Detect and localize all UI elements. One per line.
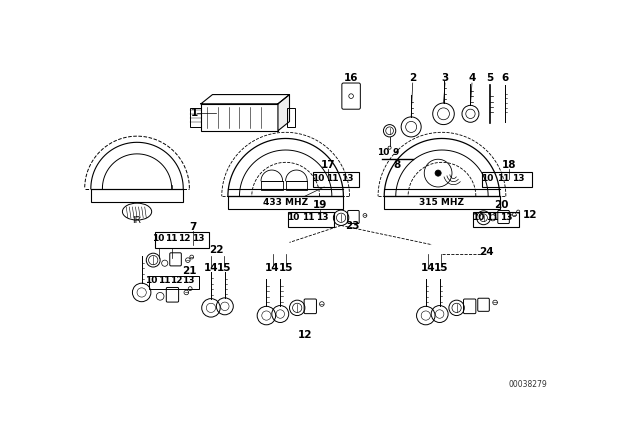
Text: 18: 18 <box>502 160 516 170</box>
Bar <box>287 108 295 127</box>
Bar <box>288 211 334 227</box>
Text: 11: 11 <box>157 276 170 285</box>
Text: 10: 10 <box>152 234 164 243</box>
Bar <box>261 181 283 190</box>
Text: 10: 10 <box>472 213 484 222</box>
Text: 5: 5 <box>486 73 493 83</box>
Text: 15: 15 <box>217 263 231 273</box>
Text: 13: 13 <box>316 213 329 222</box>
Text: 10: 10 <box>145 276 158 285</box>
Text: 22: 22 <box>209 245 223 255</box>
Text: 315 MHZ: 315 MHZ <box>419 198 465 207</box>
Bar <box>228 196 344 208</box>
Bar <box>148 276 198 289</box>
Text: 13: 13 <box>500 213 512 222</box>
Text: 16: 16 <box>344 73 358 83</box>
Bar <box>155 233 209 248</box>
Bar <box>312 172 359 187</box>
Bar <box>473 211 519 227</box>
Text: 11: 11 <box>497 174 509 183</box>
Text: 12: 12 <box>170 276 182 285</box>
Text: 19: 19 <box>313 200 328 211</box>
Text: 13: 13 <box>512 174 524 183</box>
Text: 10: 10 <box>377 148 390 157</box>
Text: 13: 13 <box>341 174 353 183</box>
Text: 12: 12 <box>522 211 537 220</box>
Bar <box>201 104 278 131</box>
Text: 23: 23 <box>346 221 360 231</box>
Text: 10: 10 <box>312 174 324 183</box>
Text: 15: 15 <box>434 263 449 273</box>
Text: 9: 9 <box>392 148 399 157</box>
Text: 10: 10 <box>481 174 493 183</box>
Bar <box>384 196 500 208</box>
Polygon shape <box>201 95 289 104</box>
Text: 12: 12 <box>298 330 312 340</box>
Text: 21: 21 <box>182 266 196 276</box>
Text: 20: 20 <box>494 200 509 211</box>
Text: 11: 11 <box>486 213 499 222</box>
Text: 13: 13 <box>191 234 204 243</box>
Text: 10: 10 <box>287 213 300 222</box>
Text: 14: 14 <box>420 263 435 273</box>
Text: 15: 15 <box>278 263 293 273</box>
Text: 24: 24 <box>479 247 494 258</box>
Text: 11: 11 <box>165 234 178 243</box>
Text: 7: 7 <box>189 222 197 232</box>
Text: 14: 14 <box>204 263 218 273</box>
Text: 13: 13 <box>182 276 195 285</box>
Text: 8: 8 <box>394 160 401 170</box>
Circle shape <box>435 170 441 176</box>
Text: 00038279: 00038279 <box>509 380 548 389</box>
Text: 3: 3 <box>442 73 449 83</box>
Polygon shape <box>278 95 289 131</box>
Text: 17: 17 <box>321 160 335 170</box>
Text: 4: 4 <box>468 73 476 83</box>
Bar <box>91 189 183 202</box>
Bar <box>190 108 201 127</box>
Text: 433 MHZ: 433 MHZ <box>263 198 308 207</box>
Text: 11: 11 <box>326 174 339 183</box>
Text: 2: 2 <box>409 73 417 83</box>
Text: 1: 1 <box>191 108 198 118</box>
Text: IR: IR <box>132 216 141 225</box>
Bar <box>482 172 532 187</box>
Text: 12: 12 <box>179 234 191 243</box>
Text: 14: 14 <box>265 263 280 273</box>
Text: 11: 11 <box>301 213 314 222</box>
Bar <box>285 181 307 190</box>
Text: 6: 6 <box>502 73 509 83</box>
